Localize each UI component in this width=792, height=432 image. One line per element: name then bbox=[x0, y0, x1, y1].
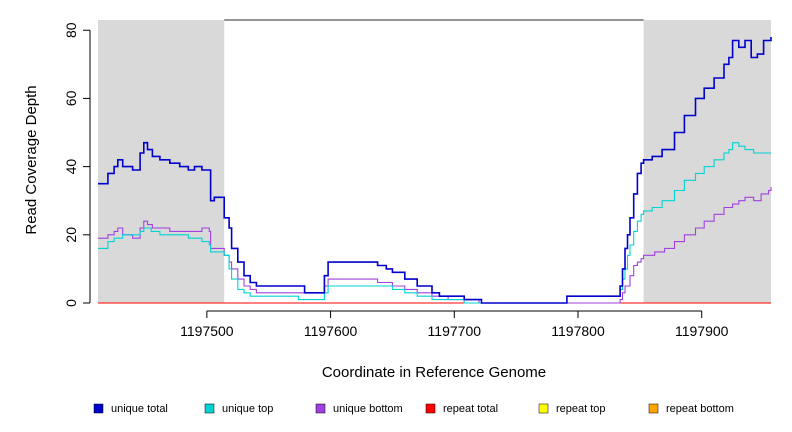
x-tick-label-1197900: 1197900 bbox=[675, 323, 729, 339]
x-tick-label-1197800: 1197800 bbox=[551, 323, 605, 339]
x-axis-title: Coordinate in Reference Genome bbox=[322, 364, 546, 381]
legend-label-repeat-total: repeat total bbox=[443, 403, 498, 415]
legend-label-unique-top: unique top bbox=[222, 403, 273, 415]
series-lines bbox=[98, 37, 772, 304]
shaded-region-2 bbox=[643, 20, 771, 303]
y-tick-label-20: 20 bbox=[63, 227, 79, 243]
y-axis-title: Read Coverage Depth bbox=[23, 85, 40, 234]
x-tick-label-1197500: 1197500 bbox=[180, 323, 234, 339]
y-tick-label-0: 0 bbox=[63, 299, 79, 307]
legend-swatch-repeat-total bbox=[425, 403, 436, 414]
series-unique-top bbox=[98, 142, 771, 304]
y-tick-label-80: 80 bbox=[63, 22, 79, 38]
legend-label-unique-bottom: unique bottom bbox=[333, 403, 403, 415]
legend-label-repeat-top: repeat top bbox=[556, 403, 606, 415]
legend-label-repeat-bottom: repeat bottom bbox=[666, 403, 734, 415]
shaded-region-1 bbox=[98, 20, 225, 303]
legend: unique total unique top unique bottom repea… bbox=[93, 403, 734, 415]
legend-item-unique-bottom: unique bottom bbox=[315, 403, 403, 415]
legend-item-unique-total: unique total bbox=[93, 403, 168, 415]
shaded-regions bbox=[98, 19, 771, 303]
axes: 0 20 40 60 80 1197500 1197600 1197700 1197800 119… bbox=[63, 22, 729, 339]
legend-swatch-repeat-bottom bbox=[648, 403, 659, 414]
x-tick-label-1197600: 1197600 bbox=[304, 323, 358, 339]
y-tick-label-40: 40 bbox=[63, 159, 79, 175]
legend-swatch-repeat-top bbox=[538, 403, 549, 414]
x-tick-label-1197700: 1197700 bbox=[428, 323, 482, 339]
legend-label-unique-total: unique total bbox=[111, 403, 168, 415]
legend-item-repeat-total: repeat total bbox=[425, 403, 498, 415]
legend-swatch-unique-total bbox=[93, 403, 104, 414]
series-unique-total bbox=[98, 37, 772, 304]
legend-item-repeat-top: repeat top bbox=[538, 403, 606, 415]
legend-item-unique-top: unique top bbox=[204, 403, 273, 415]
legend-swatch-unique-bottom bbox=[315, 403, 326, 414]
y-tick-label-60: 60 bbox=[63, 90, 79, 106]
legend-item-repeat-bottom: repeat bottom bbox=[648, 403, 734, 415]
legend-swatch-unique-top bbox=[204, 403, 215, 414]
